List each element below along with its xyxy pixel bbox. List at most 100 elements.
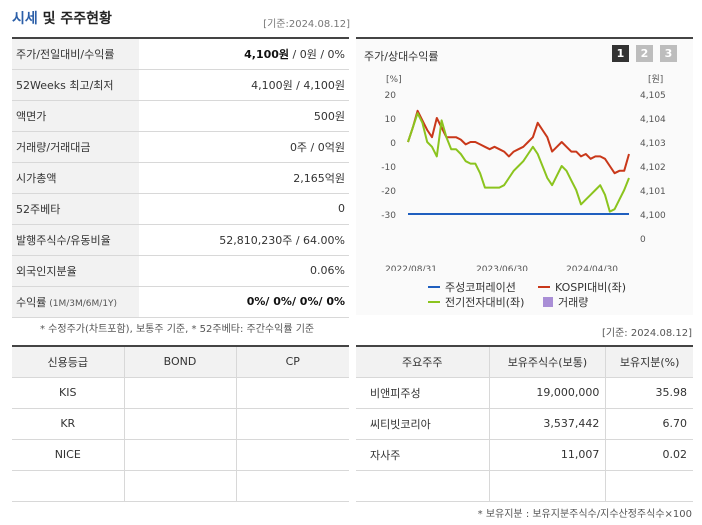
price-row: 거래량/거래대금 0주 / 0억원 bbox=[12, 131, 349, 163]
price-row: 수익률 (1M/3M/6M/1Y) 0%/ 0%/ 0%/ 0% bbox=[12, 286, 349, 318]
price-row-label: 52Weeks 최고/최저 bbox=[12, 69, 139, 101]
price-row-value: 2,165억원 bbox=[139, 162, 349, 194]
holder-row: 자사주 11,007 0.02 bbox=[356, 439, 693, 471]
price-row-value: 0.06% bbox=[139, 255, 349, 287]
holder-shares bbox=[489, 470, 607, 502]
chart-page-1-button[interactable]: 1 bbox=[612, 45, 629, 62]
major-shareholders-table: 주요주주 보유주식수(보통) 보유지분(%) 비앤피주성 19,000,000 35… bbox=[356, 345, 693, 502]
section-title: 시세 및 주주현황 bbox=[12, 8, 112, 28]
left-tick-label: -10 bbox=[381, 163, 396, 173]
right-tick-label: 4,102 bbox=[640, 163, 666, 173]
price-row-value-rest: 0.06% bbox=[310, 264, 345, 277]
credit-rating-table: 신용등급 BOND CP KIS KR NICE bbox=[12, 345, 349, 502]
holder-percent: 35.98 bbox=[605, 377, 693, 409]
left-tick-label: 0 bbox=[390, 139, 396, 149]
price-row-value: 0%/ 0%/ 0%/ 0% bbox=[139, 286, 349, 318]
x-tick-label: 2022/08/31 bbox=[385, 265, 437, 271]
price-row-label-text: 발행주식수/유동비율 bbox=[16, 233, 111, 247]
series-line-2 bbox=[407, 112, 630, 213]
price-row-value-rest: 52,810,230주 / 64.00% bbox=[219, 233, 345, 247]
price-row: 외국인지분율 0.06% bbox=[12, 255, 349, 287]
price-info-table: 주가/전일대비/수익률 4,100원 / 0원 / 0% 52Weeks 최고/최저… bbox=[12, 37, 349, 318]
price-row: 주가/전일대비/수익률 4,100원 / 0원 / 0% bbox=[12, 38, 349, 70]
credit-cell bbox=[236, 408, 349, 440]
price-row-value: 500원 bbox=[139, 100, 349, 132]
price-row: 시가총액 2,165억원 bbox=[12, 162, 349, 194]
chart-page-2-button[interactable]: 2 bbox=[636, 45, 653, 62]
legend-label-electronics: 전기전자대비(좌) bbox=[445, 296, 525, 309]
credit-header-rating: 신용등급 bbox=[12, 346, 125, 378]
legend-item-volume[interactable]: 거래량 bbox=[543, 294, 588, 310]
price-row-label-text: 거래량/거래대금 bbox=[16, 140, 91, 154]
holder-percent: 6.70 bbox=[605, 408, 693, 440]
credit-cell bbox=[236, 470, 349, 502]
right-tick-label: 4,103 bbox=[640, 139, 666, 149]
credit-header-cp: CP bbox=[236, 346, 349, 378]
left-axis-unit: [%] bbox=[386, 75, 402, 85]
right-axis-unit: [원] bbox=[648, 74, 663, 85]
price-row: 액면가 500원 bbox=[12, 100, 349, 132]
legend-item-jusung[interactable]: 주성코퍼레이션 bbox=[428, 279, 516, 295]
price-row-value: 0 bbox=[139, 193, 349, 225]
price-row-label-text: 수익률 bbox=[16, 295, 47, 309]
x-tick-label: 2024/04/30 bbox=[566, 265, 618, 271]
legend-item-electronics[interactable]: 전기전자대비(좌) bbox=[428, 294, 524, 310]
holder-shares: 3,537,442 bbox=[489, 408, 607, 440]
credit-cell bbox=[124, 439, 237, 471]
holder-name bbox=[356, 470, 490, 502]
holder-shares: 11,007 bbox=[489, 439, 607, 471]
left-tick-label: 20 bbox=[385, 91, 397, 101]
price-row-label: 시가총액 bbox=[12, 162, 139, 194]
holder-percent bbox=[605, 470, 693, 502]
price-row-label-text: 외국인지분율 bbox=[16, 264, 77, 278]
x-tick-label: 2023/06/30 bbox=[476, 265, 528, 271]
price-row-label: 액면가 bbox=[12, 100, 139, 132]
price-row-label-text: 주가/전일대비/수익률 bbox=[16, 47, 115, 61]
holder-header-percent: 보유지분(%) bbox=[605, 346, 693, 378]
price-row: 52Weeks 최고/최저 4,100원 / 4,100원 bbox=[12, 69, 349, 101]
legend-label-kospi: KOSPI대비(좌) bbox=[555, 281, 627, 294]
price-footnote: * 수정주가(차트포함), 보통주 기준, * 52주베타: 주간수익률 기준 bbox=[40, 324, 315, 335]
price-row-label-sub: (1M/3M/6M/1Y) bbox=[46, 298, 118, 309]
price-row-value-rest: 500원 bbox=[313, 109, 345, 123]
credit-cell bbox=[12, 470, 125, 502]
price-row-label-text: 52주베타 bbox=[16, 202, 61, 216]
price-row-value-rest: / 0원 / 0% bbox=[289, 47, 345, 61]
price-row-value-rest: 0 bbox=[338, 202, 345, 215]
legend-item-kospi[interactable]: KOSPI대비(좌) bbox=[538, 279, 626, 295]
legend-swatch-electronics bbox=[428, 301, 440, 303]
price-row-label: 수익률 (1M/3M/6M/1Y) bbox=[12, 286, 139, 318]
credit-row: KIS bbox=[12, 377, 349, 409]
price-row-label-text: 액면가 bbox=[16, 109, 47, 123]
section-title-main: 시세 bbox=[12, 11, 38, 27]
left-tick-label: 10 bbox=[385, 115, 397, 125]
left-tick-label: -30 bbox=[381, 211, 396, 221]
chart-title: 주가/상대수익률 bbox=[364, 50, 439, 63]
legend-label-volume: 거래량 bbox=[558, 296, 589, 309]
holder-shares: 19,000,000 bbox=[489, 377, 607, 409]
chart-page-3-button[interactable]: 3 bbox=[660, 45, 677, 62]
credit-cell: KR bbox=[12, 408, 125, 440]
price-row-label-text: 시가총액 bbox=[16, 171, 57, 185]
holder-percent: 0.02 bbox=[605, 439, 693, 471]
credit-header-bond: BOND bbox=[124, 346, 237, 378]
price-row-label: 발행주식수/유동비율 bbox=[12, 224, 139, 256]
price-row-value-rest: 4,100원 / 4,100원 bbox=[251, 78, 345, 92]
credit-cell bbox=[124, 377, 237, 409]
credit-cell bbox=[236, 377, 349, 409]
left-tick-label: -20 bbox=[381, 187, 396, 197]
price-row-label: 52주베타 bbox=[12, 193, 139, 225]
price-row-label: 거래량/거래대금 bbox=[12, 131, 139, 163]
price-row-value: 4,100원 / 0원 / 0% bbox=[139, 38, 349, 70]
chart-reference-date: [기준: 2024.08.12] bbox=[601, 328, 692, 339]
legend-label-jusung: 주성코퍼레이션 bbox=[445, 281, 516, 294]
credit-row: KR bbox=[12, 408, 349, 440]
right-tick-label: 4,101 bbox=[640, 187, 666, 197]
chart-panel: 주가/상대수익률 1 2 3 [%] [원] 20 10 0 -10 -20 -30 4,105… bbox=[356, 37, 693, 315]
right-tick-label: 4,104 bbox=[640, 115, 666, 125]
legend-swatch-volume bbox=[543, 297, 553, 307]
holder-name: 씨티빗코리아 bbox=[356, 408, 490, 440]
holder-header-shares: 보유주식수(보통) bbox=[489, 346, 607, 378]
price-row-value-bold: 0%/ 0%/ 0%/ 0% bbox=[246, 295, 345, 308]
right-tick-label: 4,100 bbox=[640, 211, 666, 221]
